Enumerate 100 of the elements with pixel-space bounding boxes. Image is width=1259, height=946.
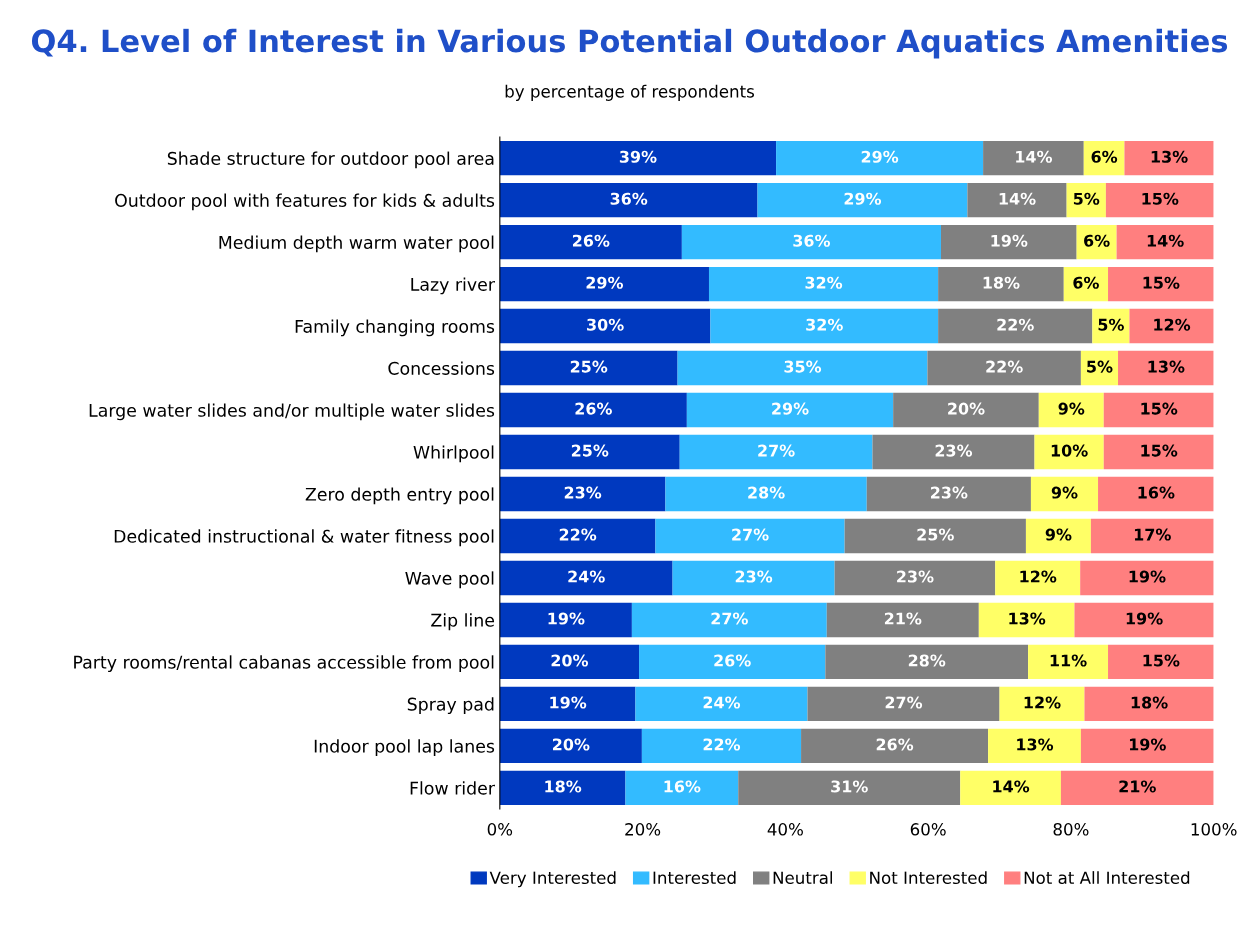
data-label: 5% bbox=[1073, 192, 1100, 205]
bar bbox=[499, 644, 640, 680]
y-tick-label: Zip line bbox=[431, 613, 495, 631]
data-label: 12% bbox=[1154, 318, 1191, 331]
data-label: 26% bbox=[572, 234, 610, 247]
data-label: 19% bbox=[550, 696, 587, 709]
bar bbox=[499, 224, 682, 260]
data-label: 6% bbox=[1073, 276, 1099, 289]
data-label: 15% bbox=[1141, 444, 1178, 457]
data-label: 15% bbox=[1142, 192, 1179, 205]
bar bbox=[499, 518, 656, 554]
data-label: 16% bbox=[1138, 486, 1175, 499]
data-label: 15% bbox=[1143, 276, 1180, 289]
data-label: 27% bbox=[732, 528, 769, 541]
bar bbox=[499, 770, 626, 806]
legend-label: Neutral bbox=[773, 871, 832, 885]
x-tick-label: 100% bbox=[1191, 823, 1237, 836]
x-tick-label: 20% bbox=[625, 823, 661, 836]
bar bbox=[672, 560, 835, 596]
data-label: 23% bbox=[735, 570, 773, 583]
bar bbox=[826, 602, 979, 638]
data-label: 20% bbox=[948, 402, 985, 415]
bar bbox=[834, 560, 996, 596]
y-tick-label: Lazy river bbox=[411, 277, 495, 295]
bar bbox=[927, 350, 1081, 386]
data-label: 28% bbox=[908, 654, 946, 667]
bar bbox=[499, 728, 642, 764]
bar bbox=[499, 560, 673, 596]
y-tick-label: Concessions bbox=[388, 361, 495, 375]
data-label: 10% bbox=[1051, 444, 1088, 457]
bar bbox=[1103, 392, 1214, 428]
bar bbox=[1108, 266, 1214, 302]
data-label: 13% bbox=[1151, 150, 1188, 163]
bar bbox=[844, 518, 1026, 554]
chart-subtitle: by percentage of respondents bbox=[505, 84, 754, 101]
data-label: 22% bbox=[986, 360, 1023, 373]
data-label: 19% bbox=[991, 234, 1028, 247]
legend-label: Very Interested bbox=[489, 871, 616, 888]
data-label: 9% bbox=[1058, 402, 1085, 415]
data-label: 32% bbox=[806, 318, 843, 331]
data-label: 11% bbox=[1050, 654, 1087, 667]
data-label: 18% bbox=[1131, 696, 1168, 709]
bar bbox=[639, 644, 826, 680]
data-label: 23% bbox=[935, 444, 973, 457]
bar bbox=[499, 350, 678, 386]
data-label: 25% bbox=[571, 444, 609, 457]
data-label: 12% bbox=[1020, 570, 1057, 583]
bar bbox=[1080, 560, 1214, 596]
x-tick-label: 80% bbox=[1053, 823, 1089, 836]
bar bbox=[938, 266, 1064, 302]
y-tick-label: Medium depth warm water pool bbox=[219, 235, 494, 253]
data-label: 9% bbox=[1051, 486, 1078, 499]
data-label: 26% bbox=[876, 738, 914, 751]
data-label: 29% bbox=[586, 276, 624, 289]
data-label: 30% bbox=[587, 318, 624, 331]
y-tick-label: Shade structure for outdoor pool area bbox=[167, 151, 494, 169]
bar bbox=[499, 476, 666, 512]
bar bbox=[1129, 308, 1214, 344]
data-label: 39% bbox=[619, 150, 657, 163]
data-label: 16% bbox=[664, 780, 701, 793]
data-label: 22% bbox=[559, 528, 597, 541]
bar bbox=[499, 140, 777, 176]
bar bbox=[801, 728, 989, 764]
data-label: 36% bbox=[610, 192, 648, 205]
bar bbox=[686, 392, 894, 428]
data-label: 19% bbox=[1126, 612, 1163, 625]
bar bbox=[499, 602, 632, 638]
bar bbox=[1080, 728, 1214, 764]
bar bbox=[681, 224, 941, 260]
bar bbox=[1084, 686, 1214, 722]
x-tick-label: 0% bbox=[487, 823, 513, 836]
data-label: 18% bbox=[983, 276, 1020, 289]
bar bbox=[1038, 392, 1104, 428]
data-label: 27% bbox=[711, 612, 748, 625]
bar bbox=[655, 518, 845, 554]
bar bbox=[978, 602, 1075, 638]
data-label: 6% bbox=[1091, 150, 1118, 163]
data-label: 22% bbox=[997, 318, 1034, 331]
bar bbox=[757, 182, 968, 218]
bar bbox=[960, 770, 1061, 806]
data-label: 23% bbox=[897, 570, 934, 583]
data-label: 24% bbox=[703, 696, 741, 709]
bar bbox=[988, 728, 1081, 764]
legend-label: Not at All Interested bbox=[1024, 871, 1190, 885]
data-label: 19% bbox=[1129, 570, 1166, 583]
data-label: 5% bbox=[1087, 360, 1113, 373]
data-label: 17% bbox=[1134, 528, 1171, 541]
bar bbox=[1090, 518, 1214, 554]
bar bbox=[677, 350, 928, 386]
data-label: 15% bbox=[1141, 402, 1178, 415]
data-label: 26% bbox=[575, 402, 612, 415]
data-label: 21% bbox=[884, 612, 922, 625]
bar bbox=[499, 392, 687, 428]
bar bbox=[499, 686, 636, 722]
data-label: 20% bbox=[553, 738, 590, 751]
data-label: 5% bbox=[1098, 318, 1124, 331]
data-label: 27% bbox=[885, 696, 923, 709]
data-label: 13% bbox=[1009, 612, 1046, 625]
data-label: 21% bbox=[1119, 780, 1156, 793]
bar bbox=[872, 434, 1035, 470]
